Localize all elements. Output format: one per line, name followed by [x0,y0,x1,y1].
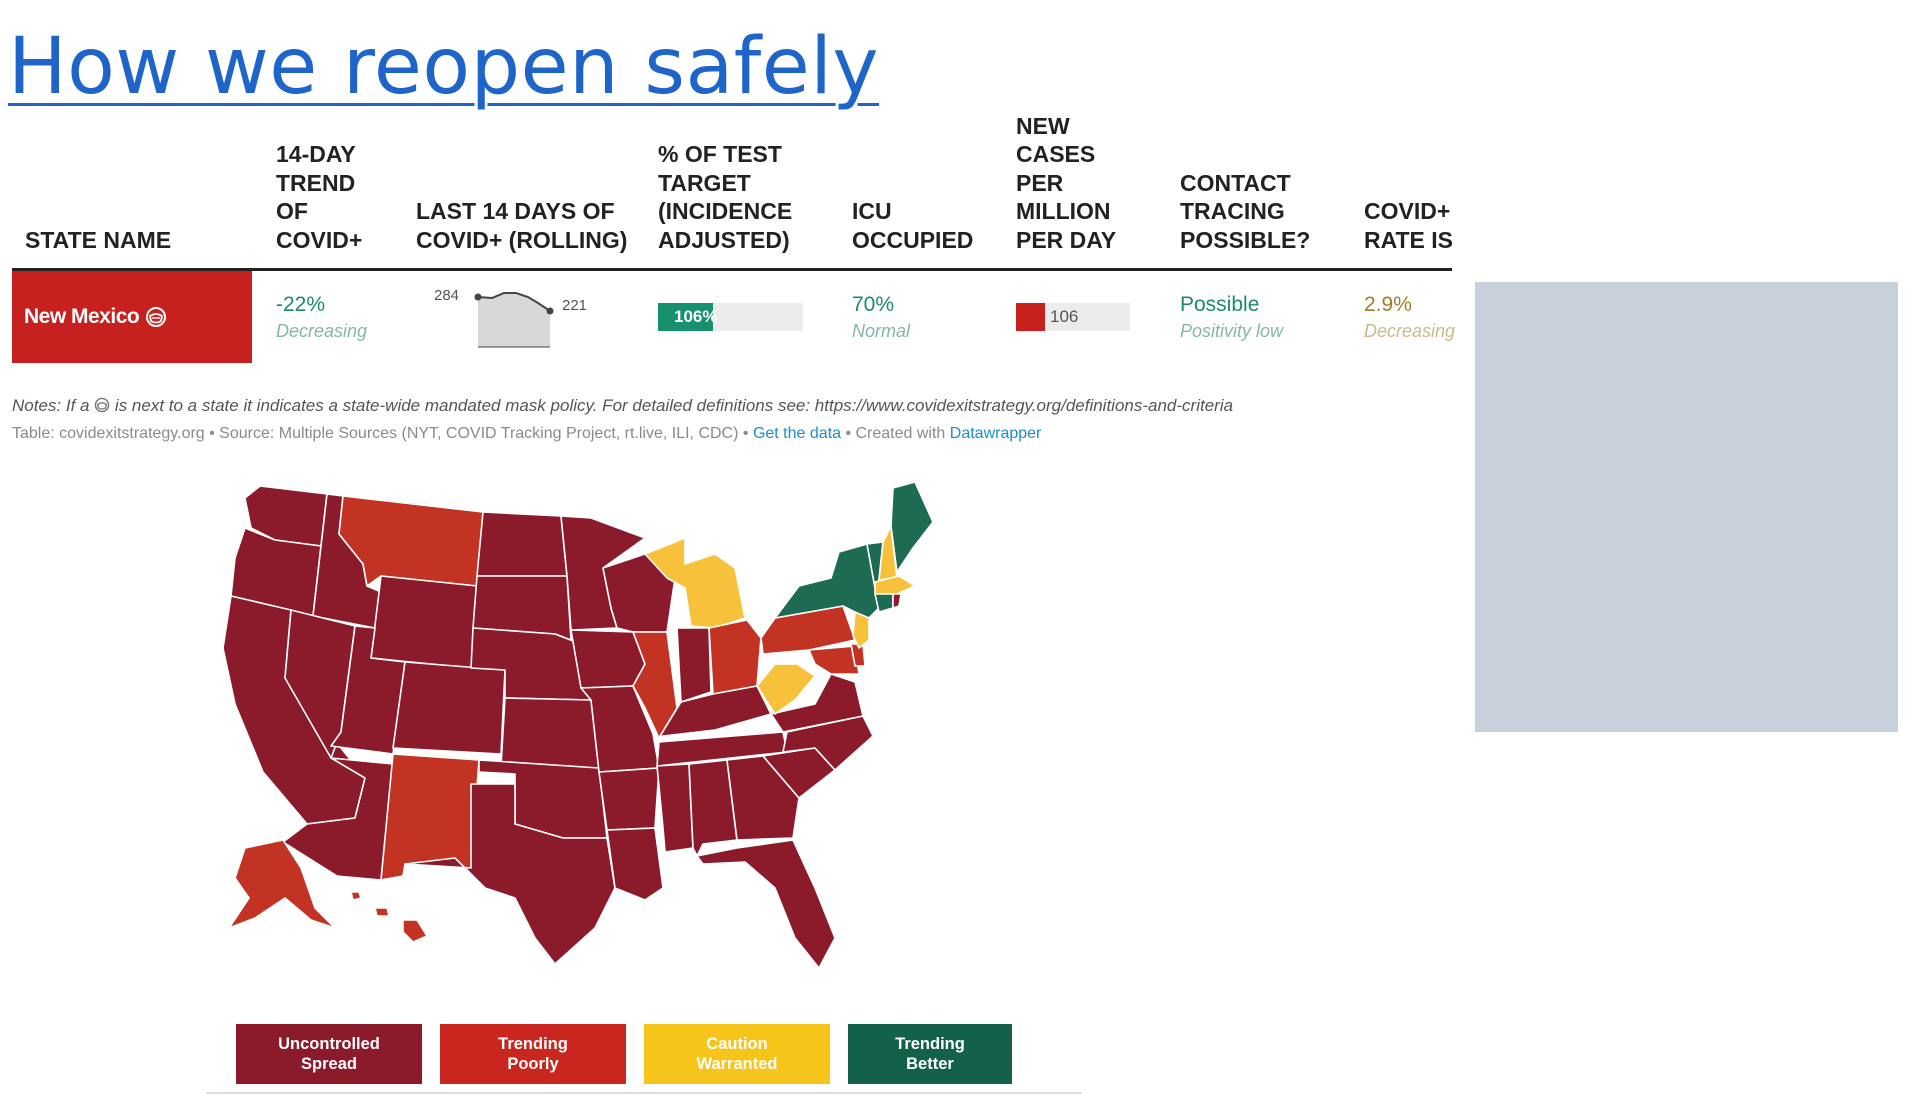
us-map [222,481,934,969]
header-last-14-days: LAST 14 DAYS OF COVID+ (ROLLING) [416,198,628,253]
trend-value: -22% [276,293,326,316]
mask-icon [94,397,110,413]
state-mississippi [656,763,694,853]
state-maine [890,481,934,573]
notes-text: Notes: If a is next to a state it indica… [12,396,1234,415]
state-west-virginia [756,663,816,715]
legend-item: Uncontrolled Spread [236,1024,422,1084]
datawrapper-link[interactable]: Datawrapper [949,425,1042,442]
table-header: STATE NAME 14-DAY TREND OF COVID+ LAST 1… [12,108,1453,271]
contact-value: Possible [1180,293,1260,316]
test-target-bar: 106% [658,303,803,331]
header-icu-occupied: ICU OCCUPIED [852,198,974,253]
state-indiana [676,627,712,703]
legend-item: Trending Better [848,1024,1012,1084]
state-arkansas [598,767,660,831]
spark-end-label: 221 [562,297,588,314]
state-colorado [392,661,506,755]
header-state-name: STATE NAME [25,226,172,253]
get-the-data-link[interactable]: Get the data [752,425,841,442]
icu-label: Normal [852,321,911,341]
new-cases-value: 106 [1050,307,1079,326]
state-virginia [770,673,864,733]
table-row: New Mexico -22% Decreasing 284 221 106% … [12,271,1456,363]
legend-item: Caution Warranted [644,1024,830,1084]
map-legend: Uncontrolled Spread Trending Poorly Caution W… [206,1024,1082,1094]
rate-label: Decreasing [1364,321,1456,341]
source-line: Table: covidexitstrategy.org • Source: M… [12,425,1042,442]
test-target-fill [658,303,714,331]
legend-item: Trending Poorly [440,1024,626,1084]
icu-value: 70% [852,293,895,316]
trend-label: Decreasing [276,321,368,341]
header-covid-rate: COVID+ RATE IS [1364,198,1454,253]
sparkline [474,292,554,348]
state-connecticut [874,593,894,613]
state-cell[interactable]: New Mexico [12,271,252,363]
new-cases-fill [1016,303,1045,331]
slide-title: How we reopen safely [8,22,880,112]
state-hawaii [350,891,428,943]
header-test-target: % OF TEST TARGET (INCIDENCE ADJUSTED) [658,141,793,253]
state-wyoming [370,575,478,669]
state-maryland [808,645,860,675]
header-contact-tracing: CONTACT TRACING POSSIBLE? [1180,169,1311,253]
state-texas [404,783,616,965]
state-alaska [228,839,336,929]
header-new-cases: NEW CASES PER MILLION PER DAY [1016,112,1117,253]
state-name: New Mexico [24,305,140,328]
mask-icon [146,307,167,327]
state-florida [696,839,836,969]
spark-start-label: 284 [434,287,460,304]
state-michigan [644,537,746,629]
new-cases-bar: 106 [1016,303,1130,331]
state-kansas [500,697,600,769]
state-massachusetts [874,575,916,595]
image-placeholder [1475,282,1898,732]
test-target-value: 106% [674,307,718,326]
state-illinois [632,631,678,739]
state-ohio [708,619,762,695]
header-14day-trend: 14-DAY TREND OF COVID+ [276,141,363,253]
state-new-york [774,543,880,619]
state-rhode-island [892,593,902,609]
contact-label: Positivity low [1180,321,1284,341]
state-north-dakota [476,511,568,577]
state-kentucky [658,685,772,739]
state-iowa [570,629,646,689]
state-louisiana [606,827,664,901]
rate-value: 2.9% [1364,293,1412,316]
